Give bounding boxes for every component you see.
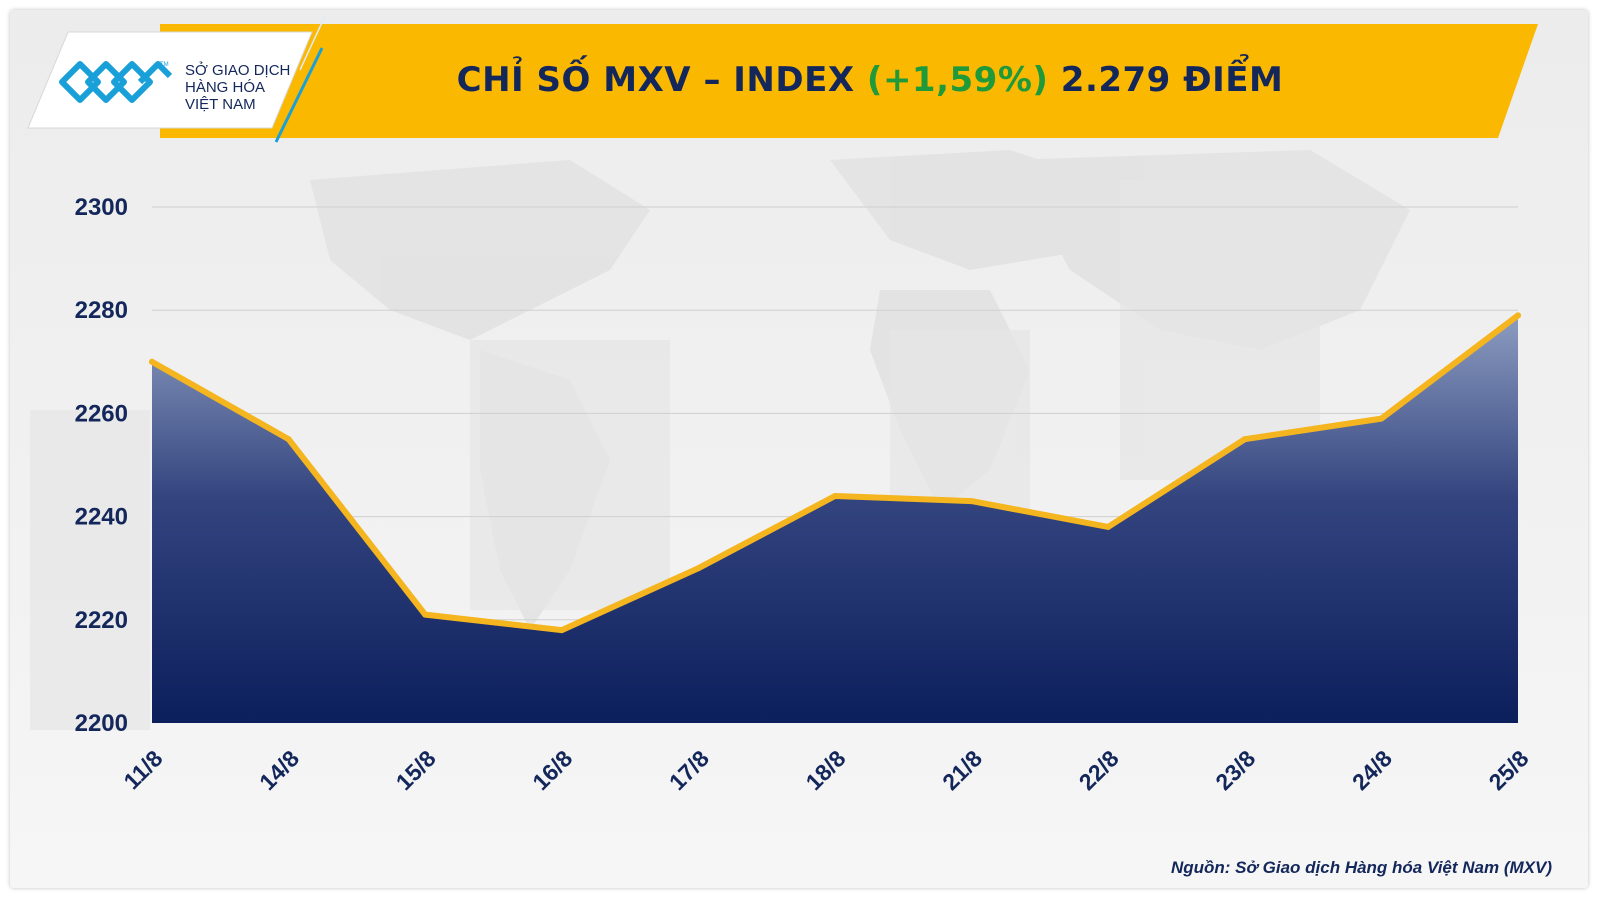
x-tick-label: 11/8 — [118, 745, 167, 794]
banner-accent-line-2 — [299, 15, 326, 71]
y-tick-label: 2260 — [75, 400, 128, 427]
x-tick-label: 21/8 — [937, 745, 987, 795]
header-banner — [27, 15, 1538, 143]
area-fill — [152, 315, 1518, 723]
x-tick-label: 24/8 — [1347, 745, 1397, 795]
x-tick-label: 16/8 — [527, 745, 577, 795]
data-point — [695, 565, 702, 572]
banner-yellow — [160, 24, 1538, 138]
data-point — [422, 611, 429, 618]
logo-line-2: HÀNG HÓA — [185, 79, 266, 96]
y-tick-label: 2200 — [75, 710, 128, 737]
data-point — [149, 358, 155, 365]
x-tick-label: 22/8 — [1074, 745, 1124, 795]
x-axis-labels: 11/8 14/8 15/8 16/8 17/8 18/8 21/8 22/8 23/8 24/8… — [118, 745, 1533, 795]
y-axis-labels: 2200 2220 2240 2260 2280 2300 — [75, 194, 128, 737]
logo-panel — [27, 31, 313, 129]
data-point — [1378, 415, 1385, 422]
x-tick-label: 25/8 — [1483, 745, 1533, 795]
data-point — [1515, 312, 1521, 319]
chart-frame: TM SỞ GIAO DỊCH HÀNG HÓA VIỆT NAM CHỈ SỐ… — [10, 10, 1588, 888]
banner-accent-line — [274, 47, 324, 143]
data-point — [1105, 523, 1112, 530]
data-points — [149, 312, 1521, 634]
chart-title: CHỈ SỐ MXV – INDEX (+1,59%) 2.279 ĐIỂM — [310, 60, 1430, 100]
data-point — [558, 627, 565, 634]
logo-line-1: SỞ GIAO DỊCH — [185, 62, 291, 79]
logo-trademark: TM — [160, 62, 169, 68]
x-tick-label: 15/8 — [391, 745, 441, 795]
x-tick-label: 17/8 — [664, 745, 714, 795]
title-value: 2.279 ĐIỂM — [1060, 60, 1284, 100]
y-tick-label: 2300 — [75, 194, 128, 221]
logo-line-3: VIỆT NAM — [185, 96, 256, 113]
data-point — [832, 492, 838, 499]
data-point — [968, 498, 975, 505]
x-tick-label: 14/8 — [254, 745, 304, 795]
x-tick-label: 23/8 — [1210, 745, 1260, 795]
title-change: (+1,59%) — [866, 60, 1049, 100]
line-chart: 2200 2220 2240 2260 2280 2300 11/8 14/8 15/8 16/… — [75, 194, 1534, 795]
y-tick-label: 2240 — [75, 504, 128, 531]
title-main: CHỈ SỐ MXV – INDEX — [456, 60, 855, 100]
y-tick-label: 2280 — [75, 297, 128, 324]
y-tick-label: 2220 — [75, 607, 128, 634]
x-tick-label: 18/8 — [800, 745, 850, 795]
logo-text: SỞ GIAO DỊCH HÀNG HÓA VIỆT NAM — [185, 62, 290, 113]
source-note: Nguồn: Sở Giao dịch Hàng hóa Việt Nam (M… — [1170, 858, 1552, 877]
data-point — [1241, 436, 1248, 443]
logo-mark-icon — [59, 61, 173, 103]
data-point — [285, 436, 292, 443]
